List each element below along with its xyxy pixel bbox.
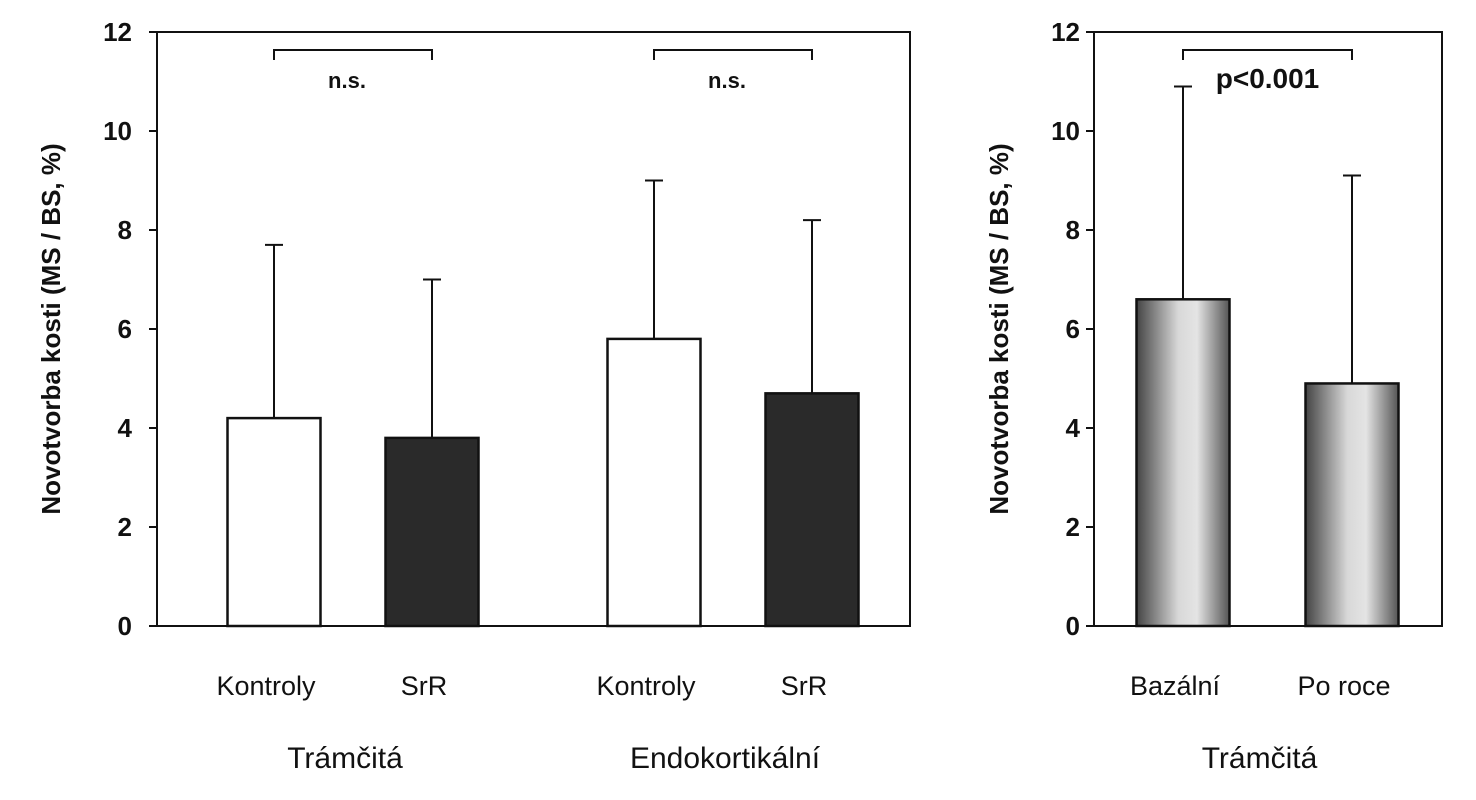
bar-po-roce <box>1304 382 1400 628</box>
significance-bracket <box>1182 49 1353 60</box>
x-group-label: Trámčitá <box>287 742 403 775</box>
significance-label: n.s. <box>328 68 366 93</box>
significance-label: p<0.001 <box>1216 63 1320 94</box>
x-group-label: Trámčitá <box>1202 742 1318 775</box>
y-tick-label: 6 <box>118 314 132 344</box>
x-category-label: SrR <box>781 671 828 701</box>
bar-kontroly <box>226 416 322 628</box>
left-chart-panel: Novotvorba kosti (MS / BS, %) 0 2 4 6 8 10 12 K… <box>36 17 911 775</box>
x-category-label: Kontroly <box>216 671 316 701</box>
bar-bazální <box>1135 298 1231 628</box>
y-tick-label: 8 <box>118 215 132 245</box>
y-tick-label: 12 <box>103 17 132 47</box>
right-chart-panel: Novotvorba kosti (MS / BS, %) 0 2 4 6 8 10 12 B… <box>984 17 1443 775</box>
y-tick-label: 4 <box>118 413 133 443</box>
y-tick-label: 4 <box>1066 413 1081 443</box>
y-tick-label: 2 <box>118 512 132 542</box>
significance-bracket <box>653 49 813 60</box>
bar-kontroly <box>606 337 702 628</box>
right-y-axis-label: Novotvorba kosti (MS / BS, %) <box>984 143 1014 514</box>
x-category-label: Kontroly <box>596 671 696 701</box>
y-tick-label: 0 <box>118 611 132 641</box>
bar-srr <box>764 392 860 628</box>
y-tick-label: 0 <box>1066 611 1080 641</box>
significance-label: n.s. <box>708 68 746 93</box>
x-category-label: Bazální <box>1130 671 1221 701</box>
y-tick-label: 2 <box>1066 512 1080 542</box>
bar-srr <box>384 436 480 628</box>
y-tick-label: 12 <box>1051 17 1080 47</box>
x-category-label: Po roce <box>1297 671 1390 701</box>
left-y-axis-label: Novotvorba kosti (MS / BS, %) <box>36 143 66 514</box>
y-tick-label: 6 <box>1066 314 1080 344</box>
x-category-label: SrR <box>401 671 448 701</box>
y-tick-label: 8 <box>1066 215 1080 245</box>
y-tick-label: 10 <box>1051 116 1080 146</box>
significance-bracket <box>273 49 433 60</box>
x-group-label: Endokortikální <box>630 742 821 775</box>
y-tick-label: 10 <box>103 116 132 146</box>
